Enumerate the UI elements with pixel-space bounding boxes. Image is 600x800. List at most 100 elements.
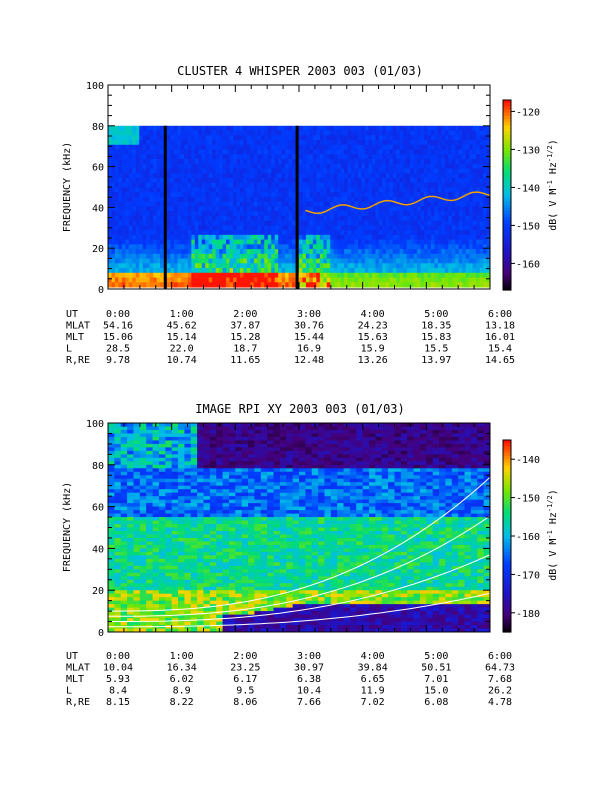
cluster-spectro-cell: [430, 272, 435, 279]
cluster-spectro-cell: [139, 225, 144, 231]
cluster-spectro-cell: [264, 168, 269, 174]
cluster-spectro-cell: [208, 277, 213, 283]
cluster-spectro-cell: [271, 163, 276, 169]
cluster-spectro-cell: [132, 220, 137, 226]
cluster-spectro-cell: [292, 234, 297, 241]
cluster-spectro-cell: [476, 154, 481, 160]
cluster-spectro-cell: [437, 158, 442, 165]
cluster-spectro-cell: [326, 130, 331, 136]
cluster-spectro-cell: [121, 277, 126, 283]
cluster-spectro-cell: [364, 173, 369, 179]
image-spectro-cell: [108, 475, 115, 480]
cluster-spectro-cell: [406, 234, 411, 241]
cluster-spectro-cell: [208, 211, 213, 217]
image-spectro-cell: [127, 569, 134, 574]
image-spectro-cell: [108, 492, 115, 497]
cluster-spectro-cell: [351, 268, 356, 274]
cluster-spectro-cell: [198, 211, 203, 217]
cluster-spectro-cell: [219, 253, 224, 260]
cluster-spectro-cell: [132, 149, 137, 155]
image-spectro-cell: [114, 464, 122, 469]
cluster-spectro-cell: [177, 196, 182, 203]
cluster-spectro-cell: [167, 168, 172, 174]
cluster-spectro-cell: [476, 277, 481, 283]
cluster-spectro-cell: [427, 173, 432, 179]
cluster-spectro-cell: [271, 192, 276, 198]
image-spectro-cell: [209, 485, 217, 490]
cluster-spectro-cell: [333, 258, 338, 264]
cluster-spectro-cell: [121, 230, 126, 236]
cluster-spectro-cell: [132, 187, 137, 193]
image-spectro-cell: [190, 558, 198, 563]
cluster-spectro-cell: [351, 282, 356, 288]
cluster-spectro-cell: [444, 234, 449, 241]
cluster-spectro-cell: [271, 158, 276, 165]
cluster-spectro-cell: [361, 263, 366, 269]
cluster-spectro-cell: [274, 158, 279, 165]
image-spectro-cell: [190, 600, 198, 605]
cluster-spectro-cell: [246, 263, 251, 269]
image-spectro-cell: [120, 496, 128, 501]
cluster-spectro-cell: [156, 144, 161, 151]
image-spectro-cell: [127, 611, 134, 616]
cluster-spectro-cell: [239, 177, 244, 184]
cluster-spectro-cell: [285, 206, 290, 212]
cluster-spectro-cell: [153, 187, 158, 193]
cluster-spectro-cell: [434, 244, 439, 250]
cluster-y-tick-label: 20: [92, 244, 104, 255]
cluster-spectro-cell: [312, 196, 317, 203]
image-spectro-cell: [139, 579, 147, 584]
cluster-spectro-cell: [403, 163, 408, 169]
image-spectro-cell: [178, 530, 185, 535]
cluster-spectro-cell: [330, 173, 335, 179]
cluster-spectro-cell: [219, 258, 224, 264]
cluster-spectro-cell: [215, 230, 220, 236]
image-spectro-cell: [184, 510, 192, 515]
cluster-spectro-cell: [417, 225, 422, 231]
cluster-spectro-cell: [312, 140, 317, 146]
cluster-spectro-cell: [444, 163, 449, 169]
cluster-spectro-cell: [444, 168, 449, 174]
cluster-spectro-cell: [389, 220, 394, 226]
cluster-spectro-cell: [389, 154, 394, 160]
cluster-spectro-cell: [173, 225, 178, 231]
cluster-spectro-cell: [385, 211, 390, 217]
cluster-spectro-cell: [128, 173, 133, 179]
cluster-spectro-cell: [149, 249, 154, 255]
image-spectro-cell: [209, 572, 217, 577]
cluster-spectro-cell: [173, 201, 178, 207]
image-spectro-cell: [171, 569, 179, 574]
image-spectro-cell: [190, 513, 198, 518]
cluster-spectro-cell: [378, 144, 383, 151]
cluster-spectro-cell: [403, 239, 408, 245]
cluster-spectro-cell: [281, 125, 286, 132]
cluster-spectro-cell: [323, 220, 328, 226]
cluster-spectro-cell: [187, 196, 192, 203]
cluster-spectro-cell: [108, 196, 112, 203]
cluster-spectro-cell: [371, 130, 376, 136]
cluster-spectro-cell: [420, 215, 425, 222]
image-spectro-cell: [133, 485, 141, 490]
cluster-spectro-cell: [427, 282, 432, 288]
cluster-spectro-cell: [472, 253, 477, 260]
cluster-spectro-cell: [212, 158, 217, 165]
cluster-spectro-cell: [424, 149, 428, 155]
cluster-spectro-cell: [441, 244, 446, 250]
image-spectro-cell: [209, 558, 217, 563]
cluster-spectro-cell: [392, 173, 397, 179]
cluster-spectro-cell: [233, 196, 237, 203]
cluster-spectro-cell: [243, 135, 248, 141]
cluster-spectro-cell: [319, 154, 324, 160]
cluster-spectro-cell: [108, 263, 112, 269]
cluster-spectro-cell: [194, 249, 199, 255]
cluster-spectro-cell: [319, 158, 324, 165]
image-spectro-cell: [158, 544, 166, 549]
image-spectro-cell: [108, 621, 115, 626]
cluster-spectro-cell: [375, 125, 380, 132]
cluster-spectro-cell: [267, 163, 272, 169]
cluster-spectro-cell: [361, 282, 366, 288]
image-spectro-cell: [152, 618, 160, 623]
image-spectro-cell: [203, 513, 211, 518]
cluster-spectro-cell: [378, 230, 383, 236]
cluster-spectro-cell: [139, 177, 144, 184]
